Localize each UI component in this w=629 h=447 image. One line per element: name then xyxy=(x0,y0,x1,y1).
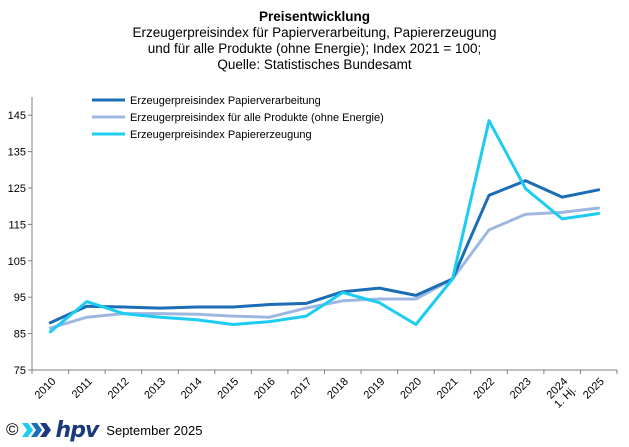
x-tick-label: 2016 xyxy=(252,376,278,402)
footer: © hpv September 2025 xyxy=(6,417,203,443)
x-tick-label: 2017 xyxy=(289,376,315,402)
x-tick-label: 2018 xyxy=(325,376,351,402)
x-tick-label: 2025 xyxy=(581,376,607,402)
x-tick-label-line: 2011 xyxy=(70,376,95,401)
copyright-symbol: © xyxy=(6,420,19,439)
x-tick-label: 2014 xyxy=(179,376,205,402)
y-tick-label: 135 xyxy=(8,147,26,159)
y-tick-label: 145 xyxy=(8,110,26,122)
chart-subtitle-line-1: Erzeugerpreisindex für Papierverarbeitun… xyxy=(132,25,497,40)
x-tick-label-line: 2013 xyxy=(142,376,168,402)
x-tick-label-line: 2012 xyxy=(106,376,132,402)
x-tick-label-line: 2016 xyxy=(252,376,278,402)
y-tick-label: 85 xyxy=(14,329,26,341)
y-tick-label: 105 xyxy=(8,256,26,268)
hpv-logo: hpv xyxy=(55,417,100,443)
x-tick-label-line: 2025 xyxy=(581,376,607,402)
legend-label-2: Erzeugerpreisindex für alle Produkte (oh… xyxy=(130,112,384,124)
y-tick-label: 125 xyxy=(8,183,26,195)
chart-title: Preisentwicklung xyxy=(258,9,371,24)
line-chart: 75 85 95 105 115 125 135 145 2010 2011 2012 2013 201… xyxy=(8,95,618,411)
x-tick-label-line: 2018 xyxy=(325,376,351,402)
x-tick-label: 2021 xyxy=(435,376,461,402)
x-tick-label: 2023 xyxy=(508,376,534,402)
x-tick-label: 2015 xyxy=(215,376,241,402)
x-tick-label-line: 2021 xyxy=(435,376,461,402)
x-tick-label-line: 2017 xyxy=(289,376,315,402)
series-line-3 xyxy=(48,119,601,334)
x-tick-label: 2020 xyxy=(398,376,424,402)
x-tick-label-line: 2015 xyxy=(215,376,241,402)
x-tick-label-line: 2023 xyxy=(508,376,534,402)
y-tick-label: 95 xyxy=(14,292,26,304)
y-tick-label: 75 xyxy=(14,365,26,377)
chart-subtitle-line-3: Quelle: Statistisches Bundesamt xyxy=(217,57,412,72)
legend-label-1: Erzeugerpreisindex Papierverarbeitung xyxy=(130,95,321,107)
x-tick-label-line: 2014 xyxy=(179,376,205,402)
x-tick-label: 2019 xyxy=(362,376,388,402)
series-line-1 xyxy=(48,179,601,325)
x-tick-label: 2022 xyxy=(471,376,497,402)
chart-subtitle-line-2: und für alle Produkte (ohne Energie); In… xyxy=(147,41,482,56)
x-tick-label: 2012 xyxy=(106,376,132,402)
x-tick-label-line: 2019 xyxy=(362,376,388,402)
x-tick-label-line: 2022 xyxy=(471,376,497,402)
chart-title-block: Preisentwicklung Erzeugerpreisindex für … xyxy=(0,9,629,73)
x-tick-label: 2011 xyxy=(70,376,95,401)
x-tick-label-line: 2010 xyxy=(33,376,59,402)
footer-date: September 2025 xyxy=(106,422,203,438)
x-tick-label: 2010 xyxy=(33,376,59,402)
x-tick-label: 20241. Hj. xyxy=(544,376,579,411)
x-tick-label-line: 2020 xyxy=(398,376,424,402)
x-tick-label: 2013 xyxy=(142,376,168,402)
hpv-arrows-logo-icon xyxy=(21,421,52,439)
y-tick-label: 115 xyxy=(8,219,26,231)
legend-label-3: Erzeugerpreisindex Papiererzeugung xyxy=(130,129,312,141)
series-line-2 xyxy=(48,206,601,330)
